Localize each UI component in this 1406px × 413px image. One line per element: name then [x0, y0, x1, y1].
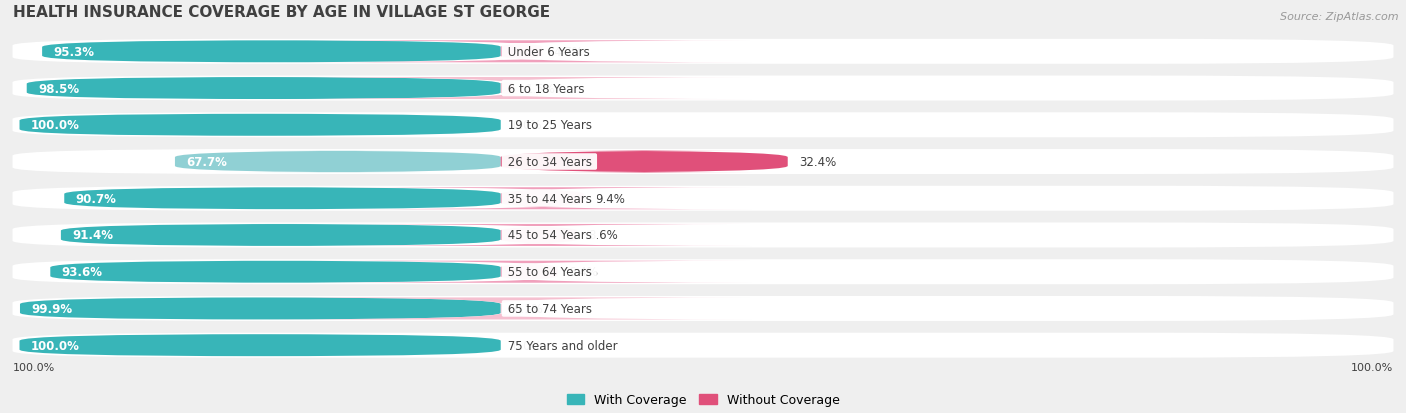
FancyBboxPatch shape: [13, 113, 1393, 138]
Text: 100.0%: 100.0%: [31, 119, 80, 132]
Legend: With Coverage, Without Coverage: With Coverage, Without Coverage: [561, 389, 845, 411]
FancyBboxPatch shape: [263, 78, 752, 100]
Text: 6.4%: 6.4%: [568, 266, 599, 278]
FancyBboxPatch shape: [13, 223, 1393, 248]
Text: 98.5%: 98.5%: [38, 82, 79, 95]
Text: 0.0%: 0.0%: [512, 339, 541, 352]
Text: 8.6%: 8.6%: [588, 229, 617, 242]
FancyBboxPatch shape: [20, 298, 501, 320]
Text: 100.0%: 100.0%: [1351, 362, 1393, 373]
FancyBboxPatch shape: [20, 114, 501, 136]
Text: 0.1%: 0.1%: [513, 302, 543, 315]
FancyBboxPatch shape: [13, 296, 1393, 321]
Text: 100.0%: 100.0%: [31, 339, 80, 352]
FancyBboxPatch shape: [65, 188, 501, 210]
Text: 93.6%: 93.6%: [62, 266, 103, 278]
Text: 35 to 44 Years: 35 to 44 Years: [503, 192, 595, 205]
Text: 9.4%: 9.4%: [595, 192, 626, 205]
Text: 0.0%: 0.0%: [512, 119, 541, 132]
Text: 26 to 34 Years: 26 to 34 Years: [503, 156, 595, 169]
FancyBboxPatch shape: [501, 151, 787, 173]
FancyBboxPatch shape: [13, 333, 1393, 358]
FancyBboxPatch shape: [27, 78, 501, 100]
Text: 45 to 54 Years: 45 to 54 Years: [503, 229, 595, 242]
Text: 95.3%: 95.3%: [53, 46, 94, 59]
Text: 32.4%: 32.4%: [799, 156, 837, 169]
Text: 6 to 18 Years: 6 to 18 Years: [503, 82, 588, 95]
FancyBboxPatch shape: [13, 186, 1393, 211]
FancyBboxPatch shape: [13, 260, 1393, 285]
FancyBboxPatch shape: [42, 41, 501, 63]
Text: 65 to 74 Years: 65 to 74 Years: [503, 302, 595, 315]
FancyBboxPatch shape: [291, 41, 752, 63]
FancyBboxPatch shape: [60, 224, 501, 247]
Text: Source: ZipAtlas.com: Source: ZipAtlas.com: [1281, 12, 1399, 22]
Text: Under 6 Years: Under 6 Years: [503, 46, 593, 59]
Text: 100.0%: 100.0%: [13, 362, 55, 373]
FancyBboxPatch shape: [333, 188, 752, 210]
FancyBboxPatch shape: [13, 150, 1393, 175]
Text: 90.7%: 90.7%: [76, 192, 117, 205]
FancyBboxPatch shape: [326, 224, 752, 247]
FancyBboxPatch shape: [13, 40, 1393, 65]
Text: HEALTH INSURANCE COVERAGE BY AGE IN VILLAGE ST GEORGE: HEALTH INSURANCE COVERAGE BY AGE IN VILL…: [13, 5, 550, 20]
FancyBboxPatch shape: [20, 335, 501, 356]
Text: 55 to 64 Years: 55 to 64 Years: [503, 266, 595, 278]
Text: 75 Years and older: 75 Years and older: [503, 339, 621, 352]
FancyBboxPatch shape: [307, 261, 752, 283]
Text: 91.4%: 91.4%: [72, 229, 112, 242]
Text: 67.7%: 67.7%: [186, 156, 226, 169]
Text: 1.5%: 1.5%: [526, 82, 555, 95]
Text: 19 to 25 Years: 19 to 25 Years: [503, 119, 595, 132]
FancyBboxPatch shape: [174, 151, 501, 173]
FancyBboxPatch shape: [250, 298, 752, 320]
FancyBboxPatch shape: [51, 261, 501, 283]
FancyBboxPatch shape: [13, 76, 1393, 101]
Text: 99.9%: 99.9%: [31, 302, 72, 315]
Text: 4.7%: 4.7%: [554, 46, 583, 59]
